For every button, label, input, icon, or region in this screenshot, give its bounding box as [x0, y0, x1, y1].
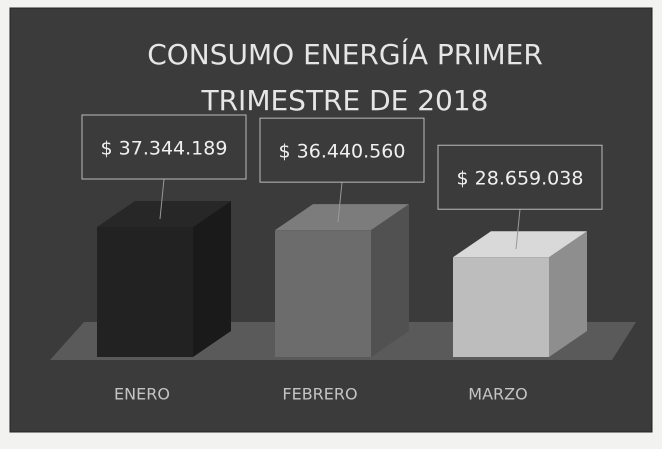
x-tick-label: MARZO	[468, 385, 527, 404]
x-tick-label: FEBRERO	[282, 385, 357, 404]
bar	[275, 230, 371, 357]
chart-title: CONSUMO ENERGÍA PRIMER TRIMESTRE DE 2018	[147, 38, 543, 117]
bar-side	[371, 204, 409, 357]
bar-top	[97, 201, 231, 227]
bar-top	[275, 204, 409, 231]
data-label: $ 36.440.560	[279, 141, 406, 163]
bar	[453, 257, 549, 357]
bar	[97, 227, 193, 357]
data-label-box	[437, 144, 603, 210]
x-tick-label: ENERO	[114, 385, 170, 404]
data-label-box	[81, 114, 247, 180]
bar-top	[453, 231, 587, 258]
leader-line	[159, 178, 165, 220]
bar-side	[193, 201, 231, 357]
leader-line	[337, 182, 343, 223]
leader-line	[515, 209, 521, 250]
data-label: $ 28.659.038	[457, 168, 584, 190]
bar-side	[549, 231, 587, 357]
data-label: $ 37.344.189	[101, 138, 228, 160]
data-label-box	[259, 117, 425, 183]
